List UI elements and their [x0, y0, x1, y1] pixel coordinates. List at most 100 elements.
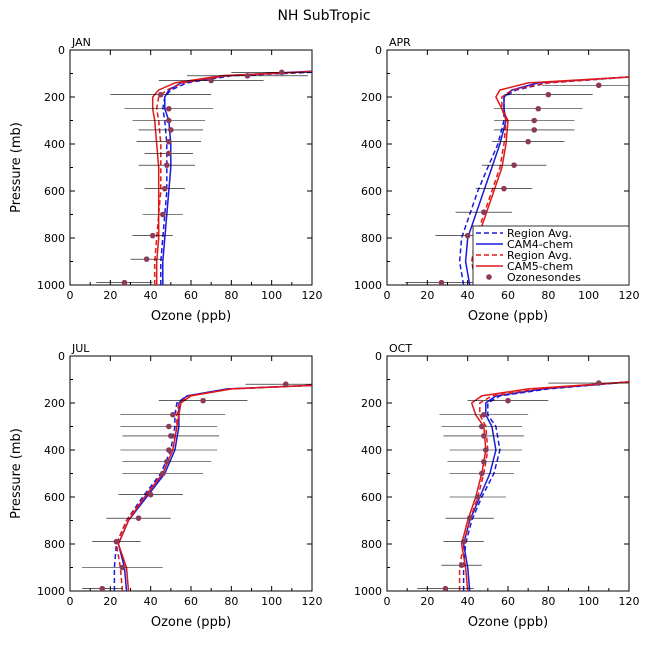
sonde-point [478, 423, 485, 430]
sonde-point [164, 162, 170, 168]
legend-label: CAM4-chem [507, 238, 573, 251]
sonde-point [531, 117, 538, 124]
model-line-cam5 [151, 70, 312, 285]
region-avg-line-cam5 [470, 76, 629, 285]
sonde-point [113, 538, 120, 545]
sonde-point [474, 494, 481, 500]
sonde-point [147, 491, 154, 498]
x-axis-label: Ozone (ppb) [151, 615, 231, 630]
sonde-point [121, 279, 128, 285]
sonde-point [166, 117, 172, 124]
y-tick-label: 400 [44, 444, 65, 457]
y-tick-label: 200 [44, 397, 65, 410]
x-tick-label: 0 [384, 289, 391, 302]
sonde-point [481, 209, 487, 215]
sonde-point [531, 127, 538, 133]
y-tick-label: 600 [361, 491, 382, 504]
x-axis-label: Ozone (ppb) [151, 309, 231, 324]
sonde-point [166, 105, 172, 112]
panel-jan: JAN 0 20 40 60 80 100 120 0 200 400 600 800 1000 Ozone… [9, 36, 323, 324]
x-tick-label: 100 [578, 595, 599, 608]
sonde-point [481, 411, 487, 418]
x-axis-label: Ozone (ppb) [468, 309, 548, 324]
x-tick-label: 100 [261, 289, 282, 302]
sonde-point [135, 515, 142, 521]
x-tick-label: 60 [184, 289, 198, 302]
region-avg-line-cam5 [115, 384, 312, 591]
y-tick-label: 400 [361, 138, 382, 151]
x-tick-label: 120 [302, 595, 323, 608]
y-tick-label: 200 [44, 91, 65, 104]
y-tick-label: 1000 [37, 279, 65, 292]
x-tick-label: 80 [224, 595, 238, 608]
sonde-point [166, 447, 172, 453]
sonde-point [481, 433, 487, 439]
panel-title: OCT [389, 342, 412, 355]
sonde-point [166, 150, 172, 157]
x-tick-label: 100 [261, 595, 282, 608]
sonde-point [168, 127, 174, 133]
y-tick-label: 600 [44, 185, 65, 198]
sonde-point [466, 515, 473, 521]
panel-title: JAN [71, 36, 91, 49]
region-avg-line-cam4 [113, 384, 312, 591]
panel-apr: APR 0 20 40 60 80 100 120 0 200 400 600 800 1000 Ozone… [354, 36, 640, 324]
x-tick-label: 40 [144, 595, 158, 608]
x-tick-label: 60 [501, 289, 515, 302]
plot-frame [69, 49, 313, 286]
x-tick-label: 20 [420, 595, 434, 608]
region-avg-line-cam4 [462, 381, 629, 591]
sonde-point [119, 564, 126, 571]
x-tick-label: 80 [541, 289, 555, 302]
y-tick-label: 800 [44, 538, 65, 551]
region-avg-line-cam4 [458, 76, 629, 285]
x-axis-label: Ozone (ppb) [468, 615, 548, 630]
sonde-point [99, 585, 106, 591]
y-tick-label: 1000 [354, 585, 382, 598]
y-tick-label: 600 [361, 185, 382, 198]
sonde-point [442, 585, 449, 591]
y-tick-label: 0 [375, 44, 382, 57]
x-tick-label: 0 [384, 595, 391, 608]
x-tick-label: 120 [619, 595, 640, 608]
legend-label: Region Avg. [507, 249, 572, 262]
sonde-point [460, 538, 467, 545]
y-tick-label: 200 [361, 91, 382, 104]
y-tick-label: 0 [58, 44, 65, 57]
model-line-cam4 [117, 384, 312, 591]
x-tick-label: 100 [578, 289, 599, 302]
sonde-point [511, 162, 517, 168]
x-tick-label: 80 [224, 289, 238, 302]
y-tick-label: 200 [361, 397, 382, 410]
sonde-point [244, 73, 251, 79]
plot-area [96, 69, 312, 285]
x-tick-label: 80 [541, 595, 555, 608]
x-tick-label: 0 [67, 289, 74, 302]
legend-label: Ozonesondes [507, 271, 581, 284]
sonde-point [464, 232, 471, 239]
y-tick-label: 800 [361, 232, 382, 245]
sonde-point [166, 423, 172, 430]
x-tick-label: 120 [619, 289, 640, 302]
sonde-point [157, 91, 164, 98]
sonde-point [595, 82, 602, 89]
sonde-point [159, 470, 166, 477]
sonde-point [545, 91, 552, 98]
panel-title: JUL [71, 342, 90, 355]
legend-label: Region Avg. [507, 227, 572, 240]
figure-title: NH SubTropic [277, 8, 370, 24]
sonde-point [525, 138, 531, 145]
legend-label: CAM5-chem [507, 260, 573, 273]
x-tick-label: 20 [103, 595, 117, 608]
x-tick-label: 60 [501, 595, 515, 608]
sonde-point [200, 397, 206, 404]
sonde-point [161, 185, 168, 192]
sonde-point [505, 397, 511, 404]
sonde-point [595, 380, 602, 386]
sonde-point [483, 447, 489, 453]
panel-title: APR [389, 36, 411, 49]
x-tick-label: 60 [184, 595, 198, 608]
x-tick-label: 40 [461, 595, 475, 608]
sonde-point [166, 138, 172, 145]
